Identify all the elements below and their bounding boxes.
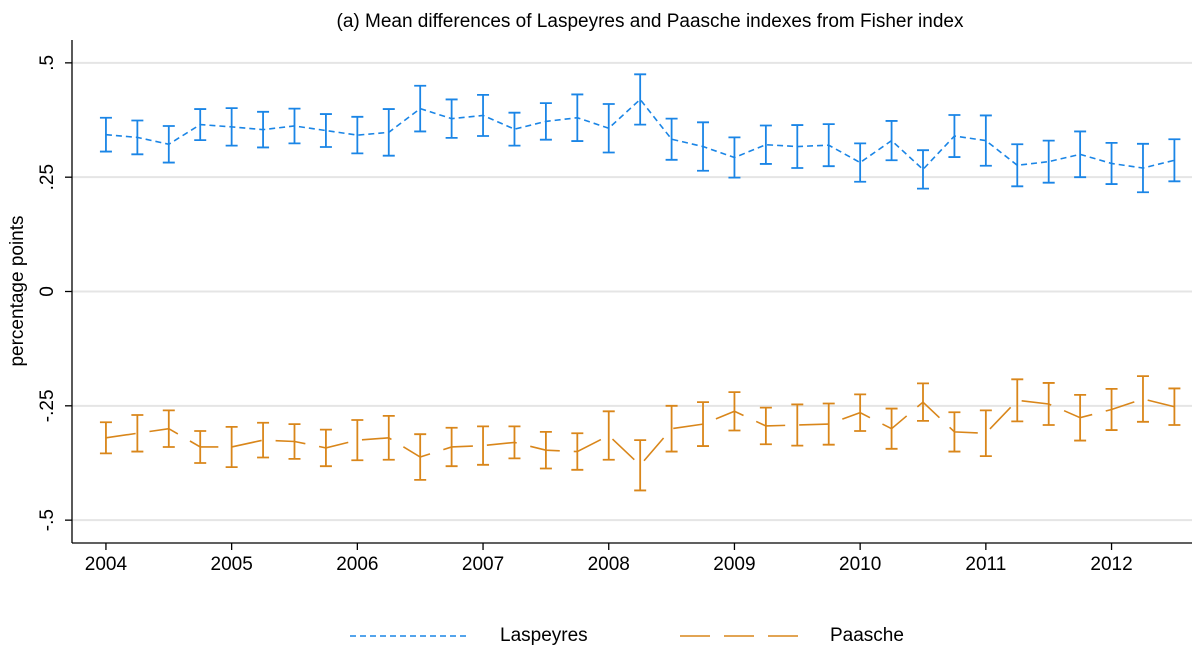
y-axis-label: percentage points [7, 215, 28, 366]
error-bar [665, 117, 678, 161]
y-tick-label: .5 [37, 55, 58, 71]
x-tick-label: 2007 [462, 554, 504, 575]
series-line [105, 398, 1175, 467]
x-tick-label: 2008 [588, 554, 630, 575]
error-bar [634, 73, 647, 126]
error-bar [477, 425, 490, 466]
error-bar [99, 116, 112, 153]
error-bar [634, 439, 647, 492]
y-tick-label: .25 [37, 164, 58, 190]
x-tick-label: 2006 [336, 554, 378, 575]
error-bar [759, 124, 772, 165]
x-tick-label: 2010 [839, 554, 881, 575]
error-bar [697, 401, 710, 447]
x-tick-label: 2005 [211, 554, 253, 575]
error-bar [916, 149, 929, 190]
error-bar [257, 421, 270, 459]
error-bar [99, 421, 112, 455]
error-bar [979, 114, 992, 167]
error-bar [319, 113, 332, 148]
error-bar [508, 111, 521, 147]
error-bar [414, 84, 427, 133]
error-bar [225, 425, 238, 468]
error-bar [1168, 138, 1181, 183]
legend-label: Paasche [830, 625, 904, 646]
error-bar [351, 419, 364, 462]
x-tick-label: 2009 [713, 554, 755, 575]
error-bar [1011, 378, 1024, 423]
error-bar [979, 409, 992, 458]
error-bar [351, 115, 364, 155]
error-bar [1136, 375, 1149, 423]
x-tick-label: 2012 [1090, 554, 1132, 575]
legend-label: Laspeyres [500, 625, 588, 646]
error-bar [665, 404, 678, 453]
y-tick-label: -.25 [37, 389, 58, 422]
series-line [105, 98, 1175, 171]
error-bar [1042, 139, 1055, 184]
error-bar [854, 142, 867, 183]
error-bar [791, 403, 804, 447]
chart-title: (a) Mean differences of Laspeyres and Pa… [337, 11, 964, 32]
x-tick-label: 2004 [85, 554, 128, 575]
y-tick-label: -.5 [37, 509, 58, 531]
x-tick-label: 2011 [965, 554, 1006, 575]
error-bar [1011, 143, 1024, 188]
error-bar [131, 414, 144, 453]
y-tick-label: 0 [37, 286, 58, 297]
error-bar [602, 410, 615, 461]
